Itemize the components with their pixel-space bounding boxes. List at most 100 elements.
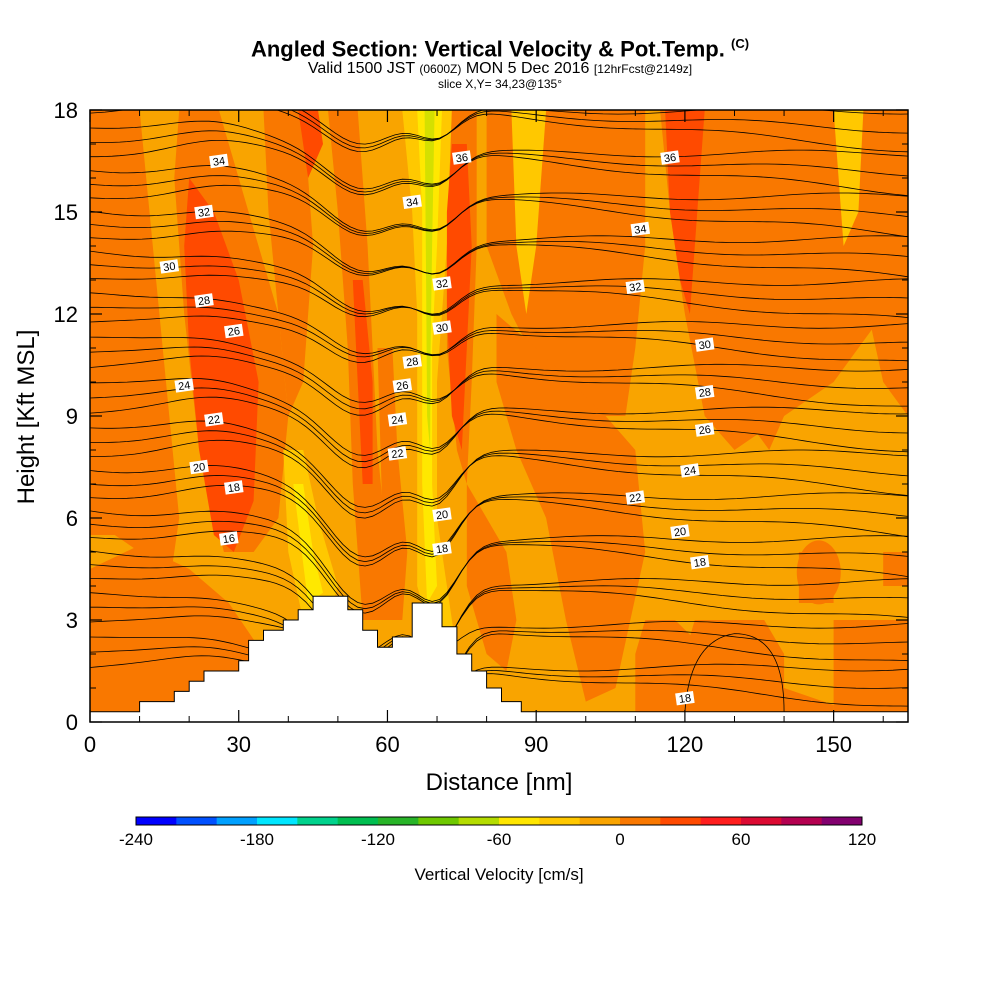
plot-area xyxy=(90,93,908,722)
theta-contour-line xyxy=(90,93,908,102)
contour-label: 28 xyxy=(402,354,422,369)
contour-label-box xyxy=(392,378,413,393)
y-tick-label: 3 xyxy=(66,608,78,633)
theta-contour-line xyxy=(90,274,908,318)
colorbar-segment xyxy=(257,817,298,825)
theta-contour-line xyxy=(90,377,908,456)
contour-label: 34 xyxy=(209,153,229,169)
contour-label: 20 xyxy=(432,507,452,522)
contour-label: 30 xyxy=(432,320,452,335)
y-tick-label: 12 xyxy=(54,302,78,327)
contour-label-text: 34 xyxy=(634,223,648,237)
contour-label-box xyxy=(194,204,214,220)
x-tick-label: 30 xyxy=(226,732,250,757)
contour-label-text: 20 xyxy=(673,526,687,540)
colorbar-tick-label: 60 xyxy=(732,830,751,849)
contour-label-box xyxy=(690,555,710,570)
theta-contour-line xyxy=(90,140,908,196)
contour-label-box xyxy=(660,150,680,165)
contour-label-text: 22 xyxy=(391,448,405,462)
colorbar-tick-label: 120 xyxy=(848,830,876,849)
contour-label-box xyxy=(387,446,408,461)
contour-label-box xyxy=(432,507,452,522)
x-axis-title: Distance [nm] xyxy=(426,769,573,796)
contour-label-box xyxy=(402,354,422,369)
contour-label-text: 20 xyxy=(192,461,206,475)
colorbar-segment xyxy=(660,817,702,825)
theta-contour-line xyxy=(300,110,908,153)
colorbar-segment xyxy=(378,817,419,825)
contour-label: 22 xyxy=(625,490,646,505)
y-tick-label: 18 xyxy=(54,98,78,123)
contour-label-text: 28 xyxy=(197,295,211,309)
contour-label-text: 32 xyxy=(629,281,643,295)
colorbar xyxy=(135,816,863,826)
contour-label-text: 34 xyxy=(212,155,226,169)
x-tick-label: 150 xyxy=(815,732,852,757)
theta-contour-line xyxy=(90,396,908,469)
contour-label: 24 xyxy=(174,378,194,393)
colorbar-segment xyxy=(700,817,742,825)
velocity-band xyxy=(352,280,373,484)
y-axis-title: Height [Kft MSL] xyxy=(13,330,40,505)
velocity-band xyxy=(833,110,864,246)
theta-contour-line xyxy=(90,264,908,316)
contour-label: 36 xyxy=(452,150,472,165)
contour-label: 20 xyxy=(189,459,209,475)
theta-contour-line xyxy=(90,574,908,663)
theta-contour-line xyxy=(90,346,908,410)
theta-contour-line xyxy=(90,175,908,234)
velocity-band xyxy=(263,110,314,416)
theta-contour-line xyxy=(90,430,908,514)
contour-label: 26 xyxy=(694,422,715,437)
contour-label-box xyxy=(432,320,452,335)
colorbar-tick-label: -60 xyxy=(487,830,512,849)
theta-contour-line xyxy=(90,550,908,653)
theta-contour-line xyxy=(90,250,908,318)
theta-contour-line xyxy=(90,655,908,707)
theta-contour-line xyxy=(90,520,908,610)
contour-label: 18 xyxy=(690,555,710,570)
contour-label: 32 xyxy=(432,276,452,291)
colorbar-frame xyxy=(135,816,863,826)
velocity-band xyxy=(675,620,785,722)
contour-label-box xyxy=(694,337,715,352)
contour-label: 24 xyxy=(387,412,408,428)
contour-label: 22 xyxy=(204,412,224,427)
contour-label-text: 18 xyxy=(435,543,449,557)
contour-label-text: 28 xyxy=(405,356,419,370)
contour-label-box xyxy=(625,490,646,505)
title-text: Angled Section: Vertical Velocity & Pot.… xyxy=(250,36,725,62)
contour-label-box xyxy=(209,153,229,169)
theta-contour-line xyxy=(90,184,908,237)
contour-label: 20 xyxy=(670,524,690,539)
contour-label: 34 xyxy=(402,194,422,210)
contour-label-box xyxy=(224,480,244,495)
velocity-band xyxy=(466,484,517,671)
contour-label-text: 24 xyxy=(177,380,191,394)
contour-label-box xyxy=(432,541,452,556)
contour-label-text: 28 xyxy=(698,386,712,400)
contour-label-box xyxy=(159,259,180,274)
velocity-band xyxy=(883,552,908,586)
title-unit: (C) xyxy=(731,36,750,51)
terrain xyxy=(90,595,908,722)
contour-label-text: 18 xyxy=(693,556,707,570)
contour-label-text: 24 xyxy=(391,414,405,428)
y-tick-label: 15 xyxy=(54,200,78,225)
contour-label-text: 26 xyxy=(396,380,410,394)
contour-label: 30 xyxy=(694,337,715,352)
valid-zulu: (0600Z) xyxy=(419,62,462,76)
theta-contour-line xyxy=(90,355,908,416)
velocity-band xyxy=(858,110,908,416)
theta-contour-line xyxy=(90,230,908,276)
colorbar-segment xyxy=(136,817,177,825)
contour-label-box xyxy=(174,378,194,393)
x-tick-label: 120 xyxy=(667,732,704,757)
velocity-band xyxy=(90,110,180,586)
colorbar-segment xyxy=(297,817,339,825)
valid-prefix: Valid 1500 JST xyxy=(307,60,415,77)
theta-contour-line xyxy=(90,646,908,703)
